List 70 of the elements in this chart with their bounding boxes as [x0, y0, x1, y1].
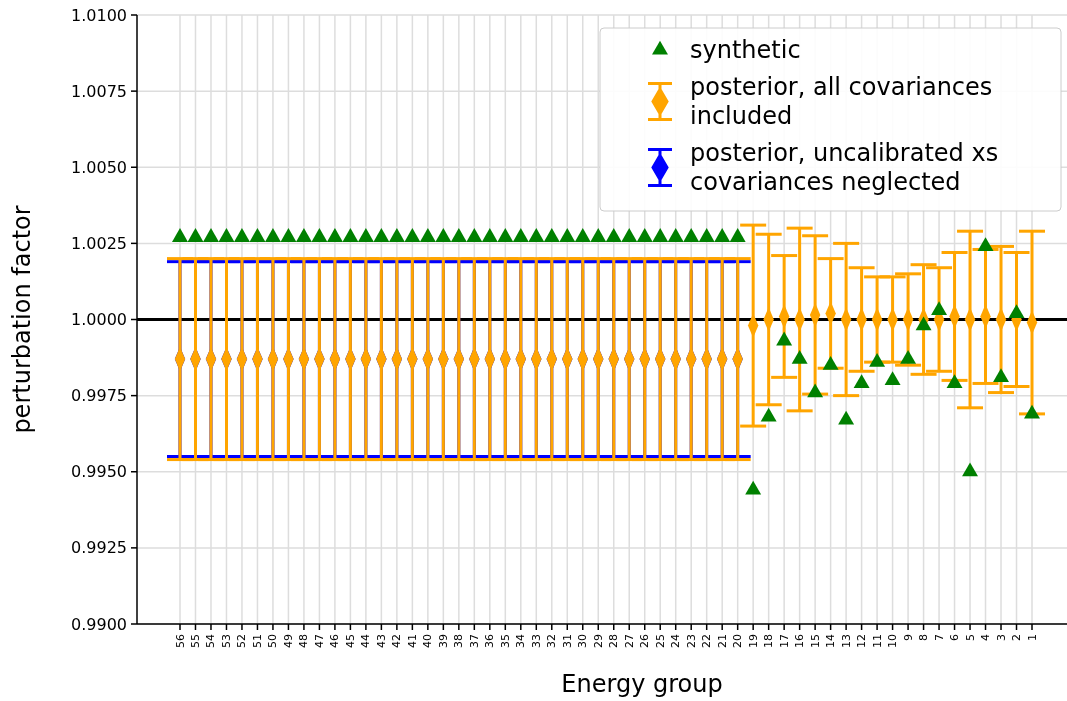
- x-tick-label: 20: [731, 634, 745, 648]
- x-tick-label: 26: [638, 634, 652, 648]
- x-tick-label: 8: [917, 634, 931, 641]
- x-tick-label: 37: [467, 634, 481, 648]
- y-tick-label: 1.0000: [71, 310, 127, 329]
- x-tick-label: 35: [498, 634, 512, 648]
- x-tick-label: 30: [576, 634, 590, 648]
- x-tick-label: 54: [204, 634, 218, 648]
- x-tick-label: 25: [653, 634, 667, 648]
- x-tick-label: 17: [777, 634, 791, 648]
- x-tick-label: 49: [281, 634, 295, 648]
- x-tick-label: 21: [715, 634, 729, 648]
- x-tick-label: 9: [901, 634, 915, 641]
- x-tick-label: 10: [886, 634, 900, 648]
- x-tick-label: 13: [839, 634, 853, 648]
- x-tick-label: 40: [421, 634, 435, 648]
- x-tick-label: 12: [855, 634, 869, 648]
- y-tick-label: 0.9975: [71, 386, 127, 406]
- x-tick-label: 11: [870, 634, 884, 648]
- y-tick-label: 0.9925: [71, 538, 127, 558]
- x-tick-label: 3: [994, 634, 1008, 641]
- x-tick-label: 34: [514, 634, 528, 648]
- x-tick-label: 41: [405, 634, 419, 648]
- x-tick-label: 18: [762, 634, 776, 648]
- x-tick-label: 28: [607, 634, 621, 648]
- x-tick-label: 33: [529, 634, 543, 648]
- legend-label: synthetic: [690, 36, 801, 64]
- x-tick-label: 4: [979, 634, 993, 641]
- legend-label: posterior, uncalibrated xs covariances neglected: [690, 139, 999, 196]
- x-tick-label: 51: [250, 634, 264, 648]
- y-axis-title: perturbation factor: [8, 205, 36, 434]
- x-tick-label: 55: [188, 634, 202, 648]
- x-tick-label: 48: [297, 634, 311, 648]
- x-tick-label: 23: [684, 634, 698, 648]
- x-tick-label: 56: [173, 634, 187, 648]
- y-tick-label: 0.9900: [71, 614, 127, 634]
- x-tick-label: 44: [359, 634, 373, 648]
- y-tick-label: 1.0050: [71, 157, 127, 177]
- y-tick-label: 0.9950: [71, 462, 127, 482]
- x-tick-label: 16: [793, 634, 807, 648]
- x-tick-label: 2: [1010, 634, 1024, 641]
- x-tick-label: 52: [235, 634, 249, 648]
- x-tick-label: 14: [824, 634, 838, 648]
- y-tick-label: 1.0100: [71, 5, 127, 25]
- x-tick-label: 6: [948, 634, 962, 641]
- x-tick-label: 53: [219, 634, 233, 648]
- x-tick-label: 7: [932, 634, 946, 641]
- x-tick-label: 38: [452, 634, 466, 648]
- x-tick-label: 32: [545, 634, 559, 648]
- x-tick-label: 36: [483, 634, 497, 648]
- x-tick-label: 27: [622, 634, 636, 648]
- x-tick-label: 29: [591, 634, 605, 648]
- y-tick-label: 1.0075: [71, 81, 127, 101]
- legend-label: posterior, all covariances included: [690, 73, 993, 130]
- x-tick-label: 46: [328, 634, 342, 648]
- x-axis-title: Energy group: [561, 670, 723, 698]
- x-tick-label: 42: [390, 634, 404, 648]
- x-tick-label: 5: [963, 634, 977, 641]
- x-tick-label: 1: [1025, 634, 1039, 641]
- x-tick-label: 39: [436, 634, 450, 648]
- x-tick-label: 45: [343, 634, 357, 648]
- x-tick-label: 19: [746, 634, 760, 648]
- x-tick-label: 22: [700, 634, 714, 648]
- y-tick-label: 1.0025: [71, 233, 127, 253]
- x-tick-label: 24: [669, 634, 683, 648]
- x-tick-label: 43: [374, 634, 388, 648]
- x-tick-label: 47: [312, 634, 326, 648]
- x-tick-label: 31: [560, 634, 574, 648]
- x-tick-label: 15: [808, 634, 822, 648]
- x-tick-label: 50: [266, 634, 280, 648]
